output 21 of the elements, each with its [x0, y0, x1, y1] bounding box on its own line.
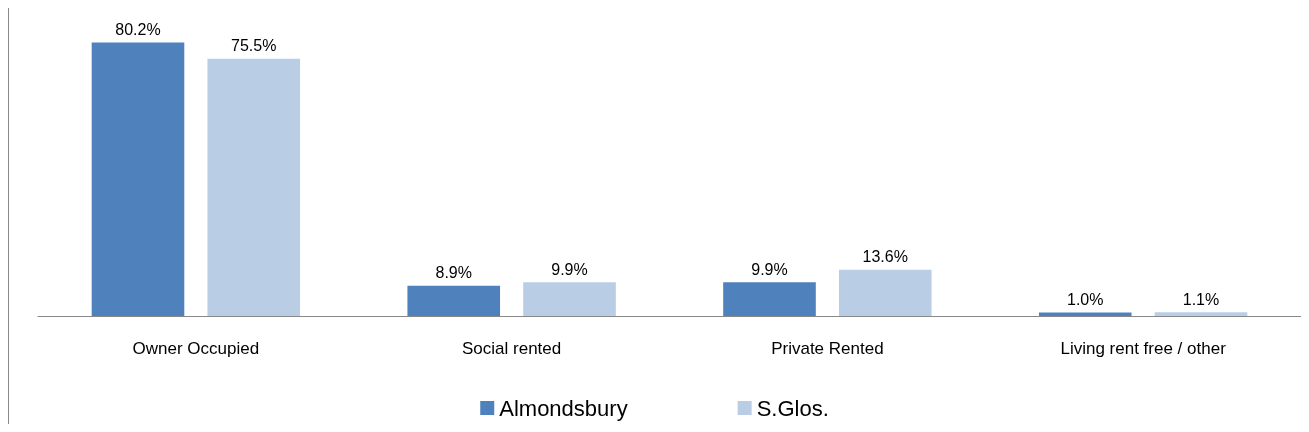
x-tick-label: Private Rented — [771, 339, 884, 358]
legend-label: Almondsbury — [499, 395, 628, 421]
bar — [91, 42, 185, 316]
legend-label: S.Glos. — [756, 395, 829, 421]
bar — [207, 58, 301, 316]
x-tick-label: Owner Occupied — [132, 339, 260, 358]
data-label: 8.9% — [435, 264, 472, 282]
bar — [523, 282, 616, 316]
bar — [1154, 312, 1248, 316]
data-label: 1.0% — [1067, 291, 1104, 309]
data-label: 9.9% — [551, 260, 588, 278]
data-label: 80.2% — [115, 21, 161, 39]
bar — [838, 269, 932, 316]
data-label: 1.1% — [1182, 290, 1220, 308]
bar — [407, 285, 501, 316]
x-tick-label: Living rent free / other — [1060, 339, 1227, 358]
data-label: 9.9% — [751, 260, 788, 278]
bar — [723, 282, 816, 316]
x-tick-label: Social rented — [462, 339, 562, 358]
data-label: 13.6% — [862, 248, 908, 266]
data-label: 75.5% — [231, 37, 277, 55]
